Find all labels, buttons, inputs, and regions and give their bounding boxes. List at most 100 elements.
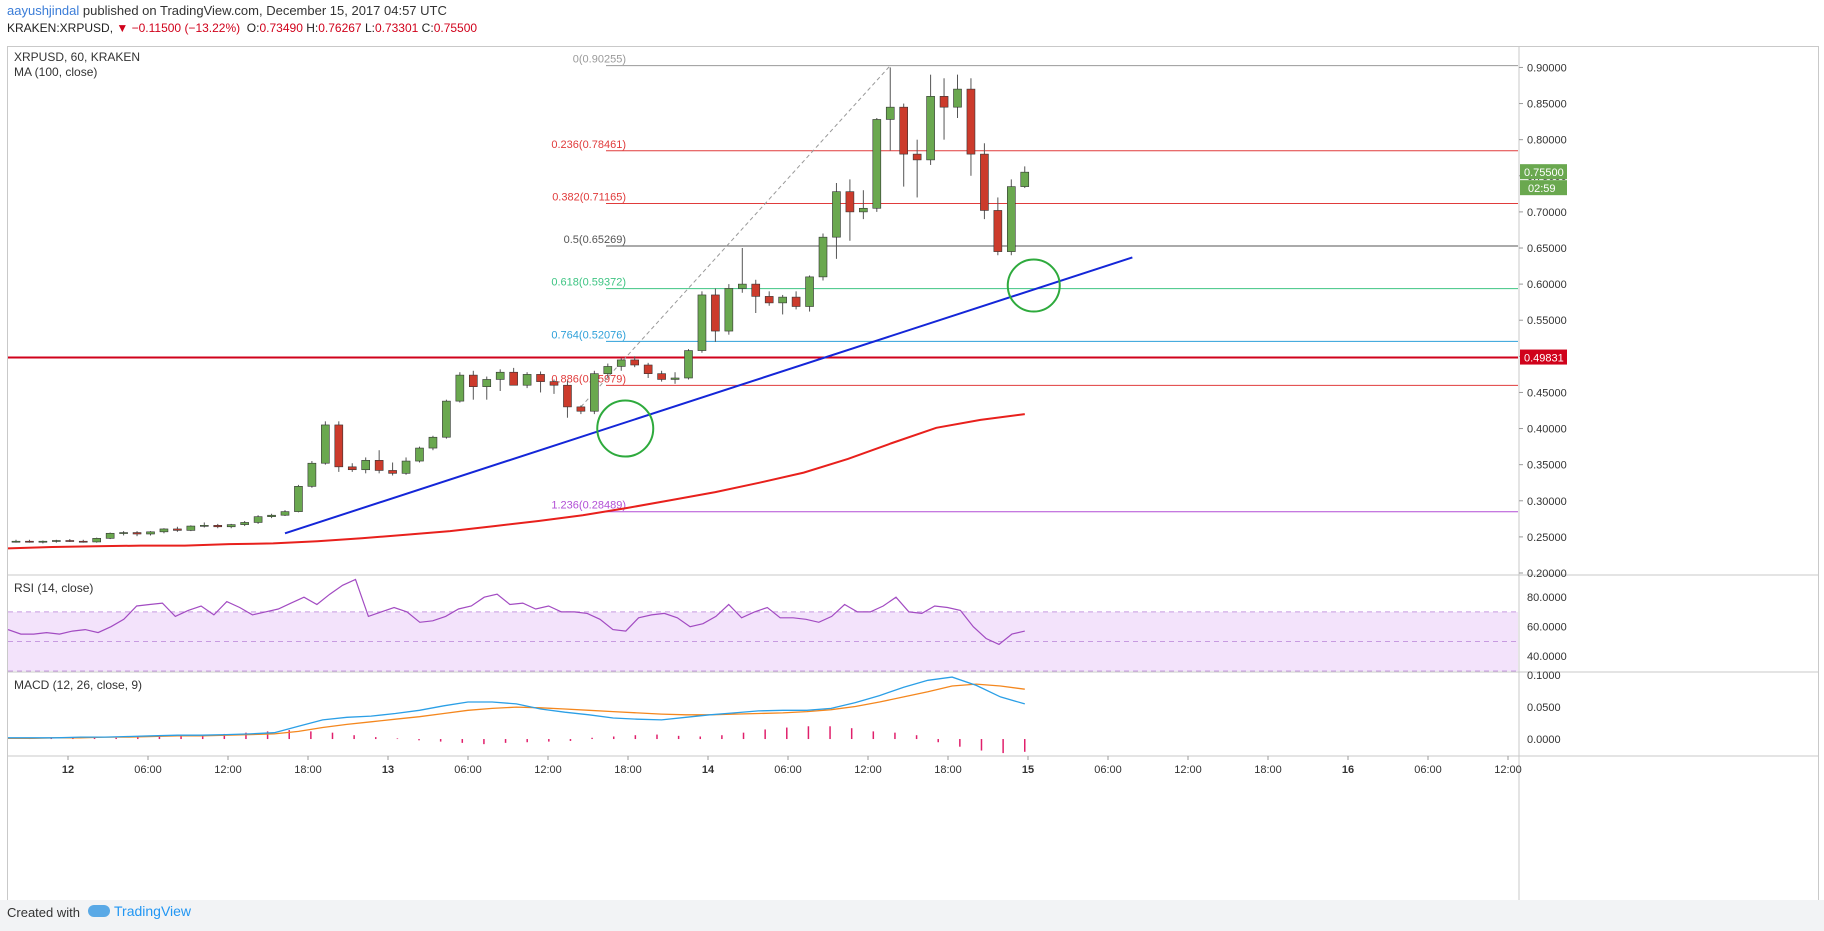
bear-candle xyxy=(213,525,223,528)
resistance-price-label: 0.49831 xyxy=(1524,353,1564,365)
x-tick-label: 18:00 xyxy=(294,764,322,776)
x-tick-label: 18:00 xyxy=(1254,764,1282,776)
macd-signal-line xyxy=(8,683,1025,740)
macd-line xyxy=(8,676,1025,739)
bull-candle xyxy=(321,424,330,464)
rsi-title: RSI (14, close) xyxy=(14,581,93,595)
bull-candle xyxy=(590,373,599,412)
bear-candle xyxy=(966,88,976,155)
fib-level-label: 0.886(0.45979) xyxy=(551,373,626,385)
open-value: 0.73490 xyxy=(259,21,303,35)
bull-candle xyxy=(926,96,935,161)
resistance-price-tag xyxy=(1520,349,1567,365)
bear-candle xyxy=(845,191,855,213)
x-tick-label: 12:00 xyxy=(1174,764,1202,776)
fib-level-label: 0.618(0.59372) xyxy=(551,277,626,289)
bull-candle xyxy=(92,538,101,543)
bull-candle xyxy=(603,366,613,374)
fib-level-label: 0(0.90255) xyxy=(573,54,626,66)
macd-tick-label: 0.0500 xyxy=(1527,702,1561,714)
ma100-line xyxy=(8,413,1025,550)
y-tick-label: 0.45000 xyxy=(1527,387,1567,399)
x-tick-label: 06:00 xyxy=(454,764,482,776)
publish-info: aayushjindal published on TradingView.co… xyxy=(7,3,447,18)
bear-candle xyxy=(791,296,801,307)
fib-level-label: 0.764(0.52076) xyxy=(551,329,626,341)
high-value: 0.76267 xyxy=(318,21,362,35)
x-tick-label: 12:00 xyxy=(214,764,242,776)
tradingview-logo[interactable]: TradingView xyxy=(88,903,191,919)
bull-candle xyxy=(200,525,209,527)
y-tick-label: 0.90000 xyxy=(1527,62,1567,74)
x-tick-label: 06:00 xyxy=(774,764,802,776)
bear-candle xyxy=(334,424,344,468)
bear-candle xyxy=(912,153,922,161)
rsi-tick-label: 60.0000 xyxy=(1527,622,1567,634)
bull-candle xyxy=(778,296,787,304)
low-value: 0.73301 xyxy=(374,21,419,35)
x-tick-label: 06:00 xyxy=(1414,764,1442,776)
fib-level-label: 1.236(0.28489) xyxy=(551,500,626,512)
bull-candle xyxy=(119,532,128,534)
chart-area[interactable]: 0.900000.850000.800000.750000.700000.650… xyxy=(7,46,1819,901)
bull-candle xyxy=(616,359,626,367)
rsi-band xyxy=(8,611,1518,671)
bull-candle xyxy=(280,511,290,516)
bull-candle xyxy=(522,374,532,386)
bear-candle xyxy=(630,359,640,366)
price-change: −0.11500 (−13.22%) xyxy=(131,21,241,35)
change-down-icon: ▼ xyxy=(116,21,129,35)
bull-candle xyxy=(1020,171,1030,187)
bear-candle xyxy=(563,384,572,408)
bear-candle xyxy=(374,460,384,471)
rsi-line xyxy=(8,578,1025,646)
y-tick-label: 0.80000 xyxy=(1527,135,1567,147)
footer xyxy=(0,900,1824,931)
bull-candle xyxy=(361,460,371,471)
bull-candle xyxy=(38,540,48,543)
macd-title: MACD (12, 26, close, 9) xyxy=(14,678,142,692)
close-value: 0.75500 xyxy=(433,21,478,35)
bull-candle xyxy=(482,379,492,387)
bull-candle xyxy=(805,276,814,307)
bull-candle xyxy=(294,486,303,512)
x-tick-label: 12:00 xyxy=(1494,764,1522,776)
symbol-label: KRAKEN:XRPUSD, xyxy=(7,21,114,35)
x-tick-label: 18:00 xyxy=(614,764,642,776)
ohlc-bar: KRAKEN:XRPUSD, ▼ −0.11500 (−13.22%) O:0.… xyxy=(7,21,478,35)
bull-candle xyxy=(737,283,747,289)
author-link[interactable]: aayushjindal xyxy=(7,3,80,18)
bull-candle xyxy=(415,447,424,462)
bear-candle xyxy=(347,466,357,471)
x-tick-label: 12:00 xyxy=(534,764,562,776)
bull-candle xyxy=(724,288,734,332)
fib-level-label: 0.236(0.78461) xyxy=(551,139,626,151)
support-touch-circle xyxy=(596,399,655,458)
x-tick-label: 14 xyxy=(702,764,715,776)
macd-tick-label: 0.0000 xyxy=(1527,734,1561,746)
bear-candle xyxy=(939,96,949,108)
y-tick-label: 0.65000 xyxy=(1527,243,1567,255)
created-with-label: Created with xyxy=(7,905,80,920)
x-tick-label: 06:00 xyxy=(1094,764,1122,776)
chart-canvas[interactable]: 0.900000.850000.800000.750000.700000.650… xyxy=(8,47,1818,900)
chart-header: aayushjindal published on TradingView.co… xyxy=(0,0,1824,44)
bull-candle xyxy=(226,524,236,528)
last-price-tag xyxy=(1520,164,1567,180)
bull-candle xyxy=(267,514,276,517)
bull-candle xyxy=(872,119,882,209)
tradingview-cloud-icon xyxy=(88,905,110,917)
bear-candle xyxy=(751,283,761,297)
y-tick-label: 0.30000 xyxy=(1527,496,1567,508)
bull-candle xyxy=(146,531,155,535)
bull-candle xyxy=(818,236,828,278)
last-price-label: 0.75500 xyxy=(1524,167,1564,179)
bull-candle xyxy=(832,191,841,238)
bull-candle xyxy=(186,525,196,531)
bull-candle xyxy=(253,516,263,523)
tradingview-brand: TradingView xyxy=(114,903,192,919)
bear-candle xyxy=(132,532,142,535)
bear-candle xyxy=(764,296,774,304)
y-tick-label: 0.25000 xyxy=(1527,532,1567,544)
bull-candle xyxy=(953,88,962,108)
